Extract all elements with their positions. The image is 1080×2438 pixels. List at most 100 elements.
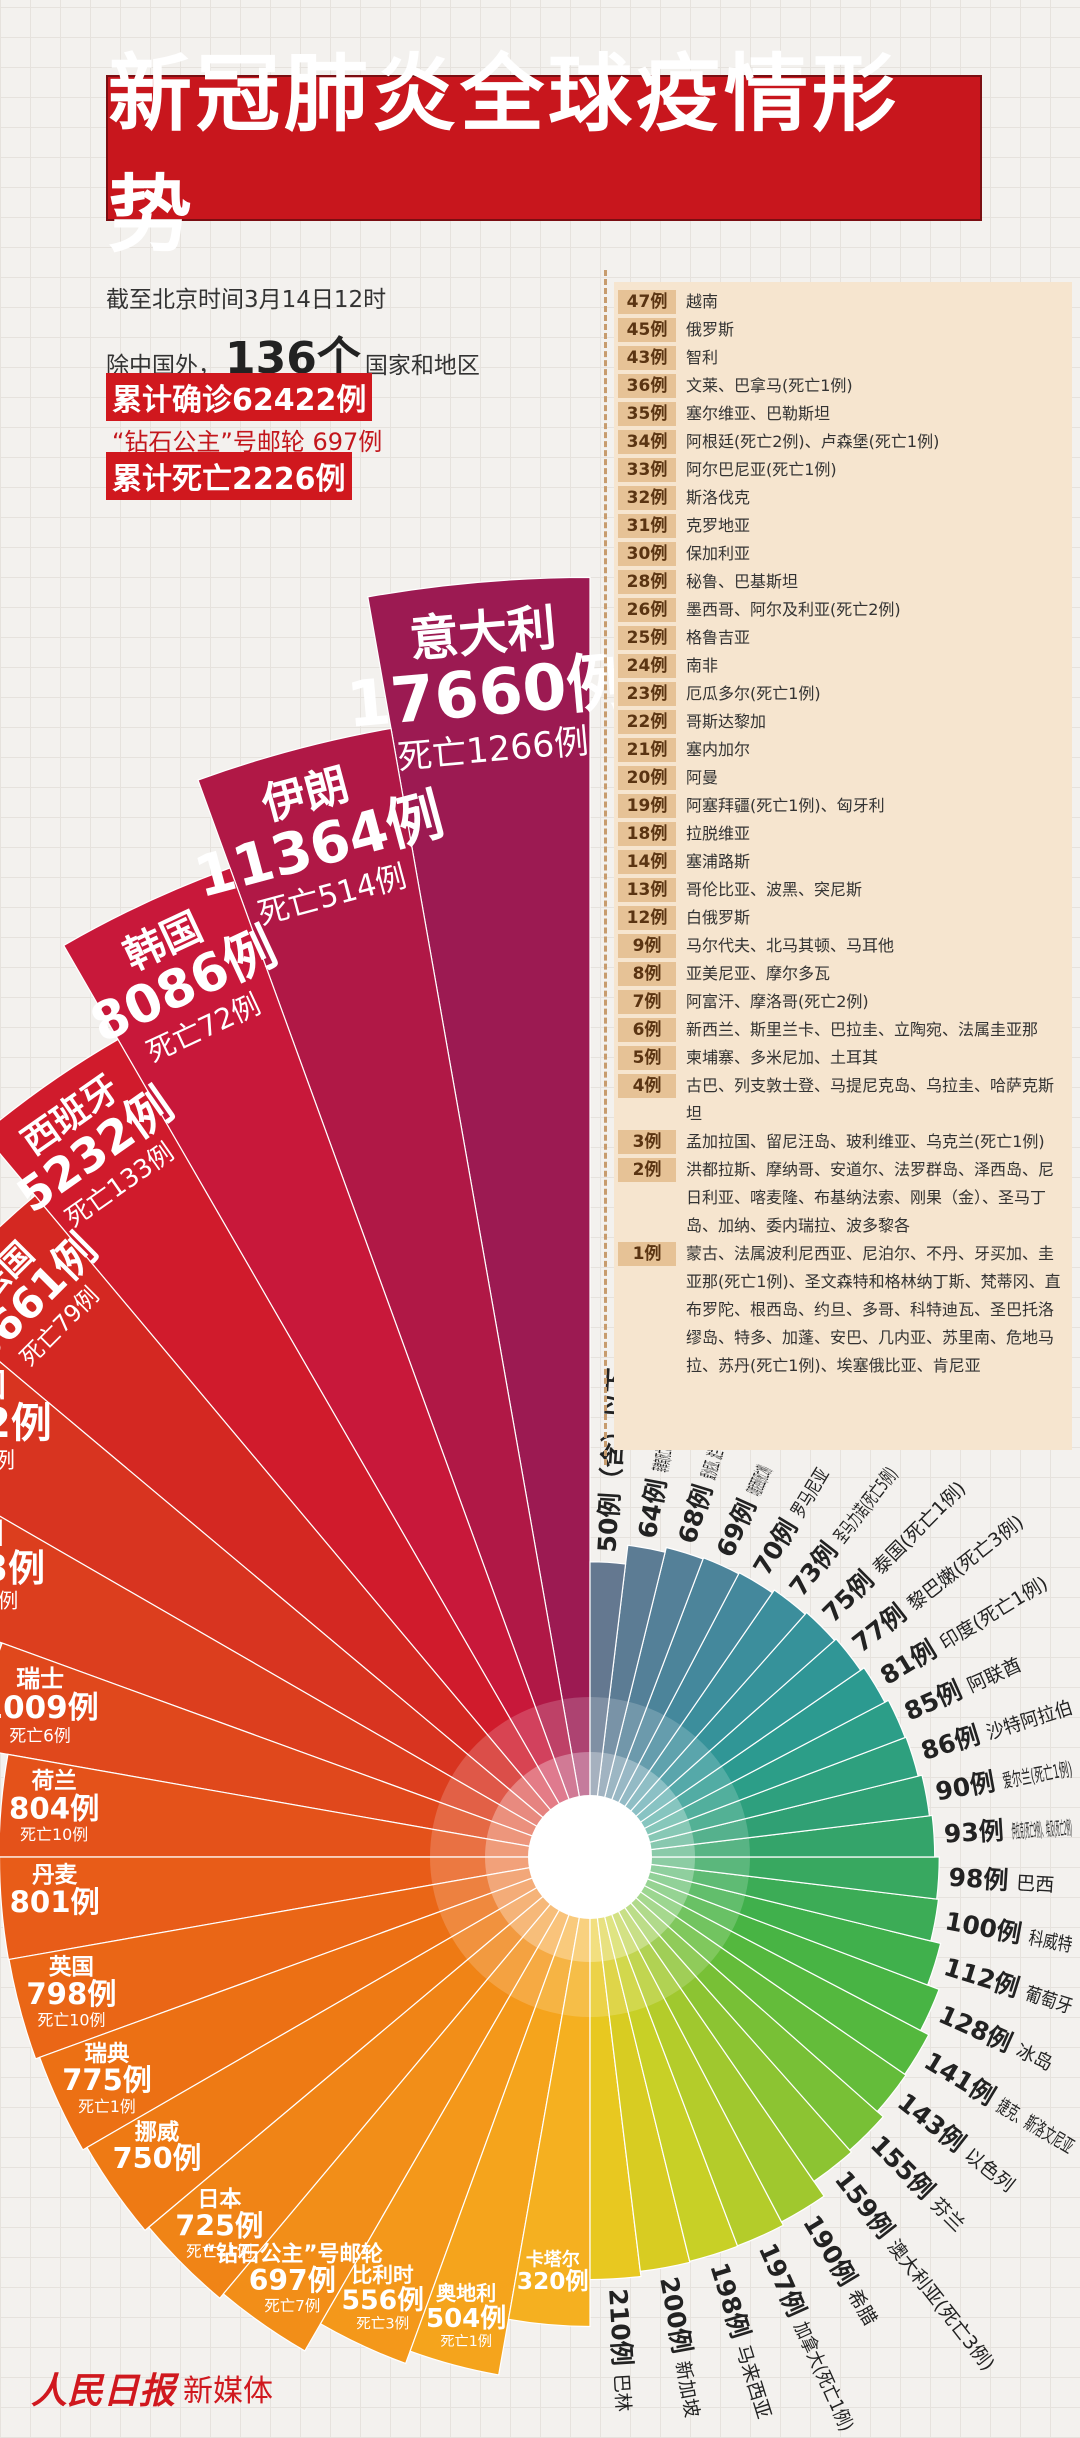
list-countries: 拉脱维亚: [686, 824, 751, 843]
case-count: 68例: [673, 1481, 718, 1547]
list-count: 5例: [618, 1046, 676, 1070]
case-count: 198例: [704, 2259, 755, 2341]
case-count: 190例: [797, 2210, 862, 2291]
list-countries: 南非: [686, 656, 719, 675]
list-count: 28例: [618, 570, 676, 594]
wedge: [589, 1856, 853, 2183]
wedge-label: 64例菲律宾(死亡6例): [633, 1440, 678, 1541]
list-count: 21例: [618, 738, 676, 762]
list-countries: 阿塞拜疆(死亡1例)、匈牙利: [686, 796, 885, 815]
list-count: 47例: [618, 290, 676, 314]
country-name: 澳大利亚(死亡3例): [883, 2236, 999, 2375]
list-row: 18例 拉脱维亚: [614, 820, 1072, 848]
wedge: [589, 1856, 907, 2113]
list-count: 18例: [618, 822, 676, 846]
wedge: [589, 1561, 627, 1858]
list-row: 43例 智利: [614, 344, 1072, 372]
death-note: 死亡3例: [356, 2316, 409, 2333]
case-count: 320例: [517, 2268, 589, 2295]
list-row: 3例 孟加拉国、留尼汪岛、玻利维亚、乌克兰(死亡1例): [614, 1128, 1072, 1156]
list-row: 26例 墨西哥、阿尔及利亚(死亡2例): [614, 596, 1072, 624]
list-row: 45例 俄罗斯: [614, 316, 1072, 344]
list-countries: 文莱、巴拿马(死亡1例): [686, 376, 853, 395]
case-count: 98例: [948, 1863, 1009, 1896]
wedge-label: 98例 巴西: [948, 1863, 1055, 1897]
list-count: 31例: [618, 514, 676, 538]
deaths: 累计死亡2226例: [106, 452, 352, 500]
case-count: 210例: [603, 2288, 637, 2367]
title-banner: 新冠肺炎全球疫情形势: [106, 45, 982, 264]
country-name: 挪威: [135, 2118, 179, 2145]
list-row: 25例 格鲁吉亚: [614, 624, 1072, 652]
list-countries: 厄瓜多尔(死亡1例): [686, 684, 821, 703]
country-name: 意大利: [407, 599, 558, 669]
list-countries: 秘鲁、巴基斯坦: [686, 572, 799, 591]
country-name: “钻石公主”号邮轮: [202, 2241, 383, 2267]
wedge: [589, 1699, 906, 1858]
footer: 人民日报 新媒体: [31, 2362, 273, 2414]
list-count: 22例: [618, 710, 676, 734]
country-name: 比利时: [352, 2263, 414, 2287]
list-row: 47例 越南: [614, 288, 1072, 316]
list-row: 12例 白俄罗斯: [614, 904, 1072, 932]
list-count: 8例: [618, 962, 676, 986]
list-row: 32例 斯洛伐克: [614, 484, 1072, 512]
list-countries: 塞内加尔: [686, 740, 751, 759]
list-countries: 克罗地亚: [686, 516, 751, 535]
list-count: 12例: [618, 906, 676, 930]
cruise: “钻石公主”号邮轮 697例: [112, 428, 383, 456]
country-name: 印度尼西亚(死亡2例): [744, 1463, 776, 1499]
country-name: 捷克、斯洛文尼亚: [993, 2095, 1078, 2158]
country-name: 罗马尼亚: [787, 1465, 833, 1522]
case-count: 3062例: [0, 1399, 52, 1447]
list-countries: 阿根廷(死亡2例)、卢森堡(死亡1例): [686, 432, 940, 451]
death-note: 死亡5例: [0, 1448, 15, 1474]
list-row: 21例 塞内加尔: [614, 736, 1072, 764]
death-note: 死亡1例: [440, 2334, 492, 2350]
list-countries: 亚美尼亚、摩尔多瓦: [686, 964, 831, 983]
wedge: [589, 1856, 825, 2223]
case-count: 86例: [918, 1720, 984, 1765]
country-name: 芬兰: [926, 2194, 968, 2236]
list-row: 19例 阿塞拜疆(死亡1例)、匈牙利: [614, 792, 1072, 820]
list-countries: 洪都拉斯、摩纳哥、安道尔、法罗群岛、泽西岛、尼日利亚、喀麦隆、布基纳法索、刚果（…: [686, 1160, 1055, 1235]
wedge: [0, 1515, 591, 1858]
list-countries: 墨西哥、阿尔及利亚(死亡2例): [686, 600, 901, 619]
list-count: 7例: [618, 990, 676, 1014]
wedge: [319, 1856, 591, 2365]
country-name: 伊拉克(死亡9例)、埃及(死亡2例): [1011, 1817, 1073, 1843]
wedge: [589, 1856, 940, 1900]
country-name: 德国: [0, 1368, 6, 1404]
list-count: 20例: [618, 766, 676, 790]
list-countries: 格鲁吉亚: [686, 628, 751, 647]
wedge: [147, 1856, 591, 2300]
wedge: [0, 1038, 591, 1858]
list-countries: 蒙古、法属波利尼西亚、尼泊尔、不丹、牙买加、圭亚那(死亡1例)、圣文森特和格林纳…: [686, 1244, 1061, 1375]
case-count: 725例: [175, 2210, 263, 2243]
country-name: 巴西: [1016, 1872, 1055, 1896]
date: 截至北京时间3月14日12时: [106, 287, 387, 313]
list-count: 19例: [618, 794, 676, 818]
case-count: 64例: [633, 1477, 672, 1541]
list-row: 8例 亚美尼亚、摩尔多瓦: [614, 960, 1072, 988]
list-countries: 阿尔巴尼亚(死亡1例): [686, 460, 837, 479]
country-name: 荷兰: [32, 1768, 77, 1795]
list-count: 43例: [618, 346, 676, 370]
wedge: [589, 1546, 704, 1858]
list-countries: 保加利亚: [686, 544, 751, 563]
wedge: [589, 1589, 807, 1858]
case-count: 69例: [711, 1495, 762, 1561]
wedge: [367, 576, 591, 1858]
case-count: 556例: [342, 2285, 424, 2316]
list-row: 20例 阿曼: [614, 764, 1072, 792]
list-count: 6例: [618, 1018, 676, 1042]
logo: 人民日报: [31, 2370, 176, 2412]
wedge: [589, 1611, 836, 1858]
wedge: [0, 1642, 591, 1858]
list-row: 34例 阿根廷(死亡2例)、卢森堡(死亡1例): [614, 428, 1072, 456]
country-name: 圣马力诺(死亡5例): [830, 1464, 902, 1548]
